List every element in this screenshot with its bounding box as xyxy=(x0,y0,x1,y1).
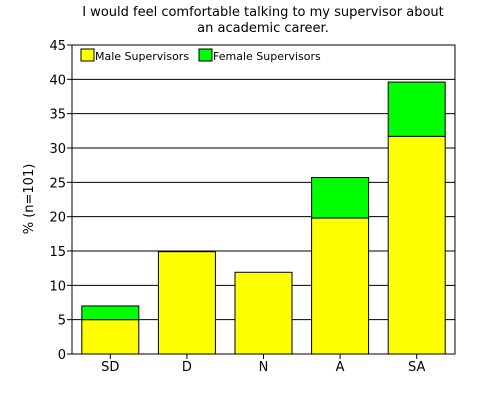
bar-female-sa xyxy=(387,81,446,137)
x-tick-label: SA xyxy=(408,360,425,375)
y-tick-label: 40 xyxy=(49,73,66,88)
y-tick-label: 15 xyxy=(49,245,66,260)
y-tick-label: 35 xyxy=(49,108,66,123)
y-tick-label: 30 xyxy=(49,142,66,157)
chart-title-line-1: I would feel comfortable talking to my s… xyxy=(82,5,444,20)
x-axis-ticks: SD D N A SA xyxy=(101,354,425,375)
x-tick-label: A xyxy=(336,360,345,375)
legend-label-female: Female Supervisors xyxy=(213,50,321,63)
legend-swatch-male xyxy=(80,48,95,62)
bar-male-sa xyxy=(387,135,446,355)
legend-label-male: Male Supervisors xyxy=(95,50,189,63)
y-tick-label: 20 xyxy=(49,211,66,226)
bar-male-n xyxy=(234,271,293,355)
legend-swatch-female xyxy=(198,48,213,62)
bars xyxy=(81,81,446,355)
y-tick-label: 45 xyxy=(49,39,66,54)
x-tick-label: D xyxy=(182,360,192,375)
bar-male-a xyxy=(311,217,370,355)
y-axis-ticks: 0 5 10 15 20 25 30 35 40 45 xyxy=(49,39,72,363)
x-tick-label: SD xyxy=(101,360,119,375)
bar-female-sd xyxy=(81,305,140,321)
legend: Male Supervisors Female Supervisors xyxy=(77,47,330,66)
x-tick-label: N xyxy=(259,360,269,375)
y-tick-label: 0 xyxy=(58,348,66,363)
y-axis-label: % (n=101) xyxy=(22,164,37,235)
bar-male-sd xyxy=(81,319,140,355)
y-tick-label: 10 xyxy=(49,279,66,294)
bar-female-a xyxy=(311,177,370,219)
y-tick-label: 25 xyxy=(49,176,66,191)
bar-male-d xyxy=(157,251,216,355)
chart-title-line-2: an academic career. xyxy=(197,21,329,36)
y-tick-label: 5 xyxy=(58,314,66,329)
